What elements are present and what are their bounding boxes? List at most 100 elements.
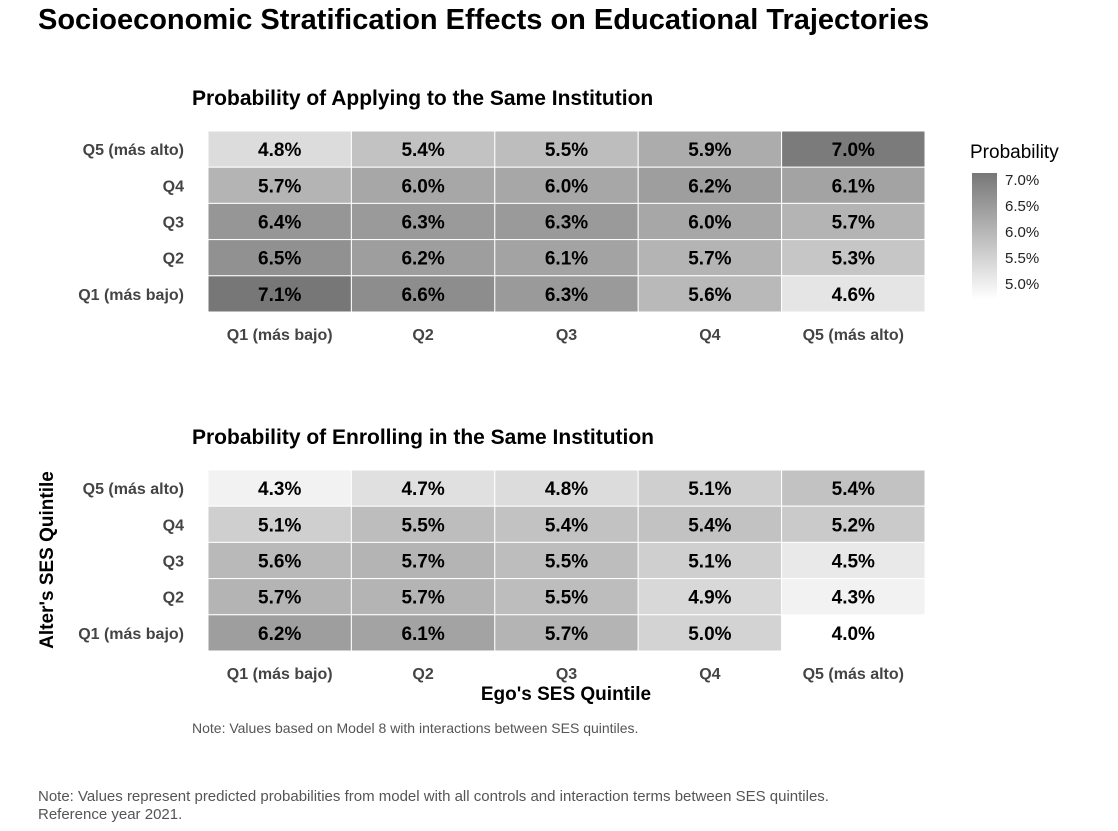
y-tick-label: Q2 [163,590,184,607]
cell-value-label: 5.3% [832,249,875,270]
heatmap-cell [637,130,783,168]
heatmap-cell [781,130,926,168]
cell-value-label: 5.1% [258,515,301,536]
cell-value-label: 4.9% [688,588,731,609]
footnote: Note: Values represent predicted probabi… [38,788,829,824]
y-tick-label: Q3 [163,215,184,232]
heatmap-enrolling: 4.3% 4.7% 4.8% 5.1% 5.4% 5.1% 5.5% 5.4% 5.4% 5.2%… [78,469,926,683]
heatmap-cell [207,469,352,507]
cell-value-label: 6.1% [832,176,875,197]
cell-value-label: 5.7% [258,176,301,197]
cell-value-label: 4.6% [832,285,875,306]
heatmap-cell [637,614,783,652]
heatmap-cell [350,469,496,507]
legend-title: Probability [970,142,1059,163]
cell-value-label: 5.7% [545,624,588,645]
cell-value-label: 6.2% [688,176,731,197]
heatmap-applying: 4.8% 5.4% 5.5% 5.9% 7.0% 5.7% 6.0% 6.0% 6.2% 6.1%… [78,130,926,344]
cell-value-label: 4.8% [258,140,301,161]
y-tick-label: Q1 (más bajo) [78,626,184,643]
cell-value-label: 5.5% [545,140,588,161]
y-tick-label: Q4 [163,517,184,534]
cell-value-label: 5.4% [545,515,588,536]
heatmap-cell [781,166,926,204]
heatmap-cell [494,275,639,313]
cell-value-label: 4.7% [401,479,444,500]
panel-title-enrolling: Probability of Enrolling in the Same Ins… [192,426,655,449]
y-axis-label: Alter's SES Quintile [37,471,58,649]
heatmap-cell [637,578,783,616]
heatmap-cell [781,541,926,580]
heatmap-cell [637,541,783,580]
x-tick-label: Q5 (más alto) [803,327,904,344]
x-tick-label: Q1 (más bajo) [227,327,333,344]
heatmap-cell [207,166,352,204]
cell-value-label: 5.7% [401,588,444,609]
heatmap-cell [494,578,639,616]
heatmap-cell [637,166,783,204]
cell-value-label: 7.1% [258,285,301,306]
cell-value-label: 4.3% [832,588,875,609]
cell-value-label: 6.3% [545,285,588,306]
y-tick-label: Q1 (más bajo) [78,287,184,304]
legend-tick: 7.0% [1005,172,1040,189]
heatmap-cell [637,505,783,543]
cell-value-label: 5.9% [688,140,731,161]
heatmap-cell [494,614,639,652]
footnote-line-2: Reference year 2021. [38,806,183,823]
heatmap-cell [207,614,352,652]
panel-note: Note: Values based on Model 8 with inter… [192,720,639,736]
cell-value-label: 5.5% [545,588,588,609]
heatmap-cell [781,239,926,277]
legend-tick: 6.5% [1005,198,1040,215]
cell-value-label: 6.1% [545,249,588,270]
y-tick-label: Q5 (más alto) [83,481,184,498]
heatmap-cell [350,239,496,277]
y-tick-label: Q3 [163,554,184,571]
heatmap-cell [494,505,639,543]
cell-value-label: 6.3% [401,213,444,234]
cell-value-label: 5.7% [688,249,731,270]
cell-value-label: 6.5% [258,249,301,270]
heatmap-cell [207,505,352,543]
cell-value-label: 5.1% [688,552,731,573]
cell-value-label: 4.8% [545,479,588,500]
legend: Probability 7.0% 6.5% 6.0% 5.5% 5.0% [970,142,1059,299]
x-tick-label: Q4 [699,327,720,344]
cell-value-label: 5.5% [545,552,588,573]
x-tick-label: Q1 (más bajo) [227,666,333,683]
heatmap-cell [350,614,496,652]
footnote-line-1: Note: Values represent predicted probabi… [38,788,829,805]
legend-tick: 6.0% [1005,224,1040,241]
cell-value-label: 6.3% [545,213,588,234]
cell-value-label: 6.2% [401,249,444,270]
cell-value-label: 4.0% [832,624,875,645]
cell-value-label: 6.4% [258,213,301,234]
heatmap-cell [350,541,496,580]
heatmap-cell [350,202,496,241]
cell-value-label: 4.5% [832,552,875,573]
x-axis-label: Ego's SES Quintile [480,684,652,705]
cell-value-label: 5.7% [832,213,875,234]
heatmap-cell [637,202,783,241]
heatmap-cell [781,614,926,652]
heatmap-cell [207,130,352,168]
legend-tick: 5.5% [1005,250,1040,267]
cell-value-label: 5.4% [401,140,444,161]
heatmap-cell [781,275,926,313]
cell-value-label: 5.6% [258,552,301,573]
y-tick-label: Q4 [163,178,184,195]
x-tick-label: Q3 [556,666,577,683]
heatmap-cell [781,578,926,616]
heatmap-cell [494,202,639,241]
heatmap-cell [781,202,926,241]
heatmap-cell [350,275,496,313]
x-tick-label: Q3 [556,327,577,344]
x-tick-label: Q5 (más alto) [803,666,904,683]
heatmap-cell [207,202,352,241]
legend-colorbar [972,173,997,299]
legend-tick: 5.0% [1005,276,1040,293]
heatmap-cell [207,275,352,313]
heatmap-cell [637,239,783,277]
cell-value-label: 4.3% [258,479,301,500]
